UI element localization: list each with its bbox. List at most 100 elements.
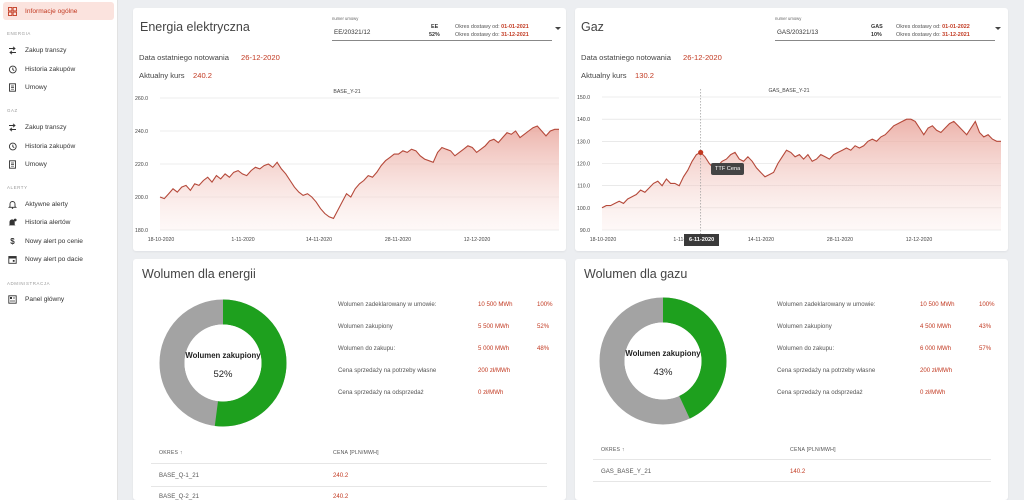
own-use-price-value: 200 zł/MWh bbox=[920, 367, 953, 374]
sidebar-item-umowy-energia[interactable]: Umowy bbox=[8, 80, 47, 94]
transfer-icon bbox=[8, 45, 17, 55]
commodity-type: EE bbox=[431, 24, 439, 30]
x-tick-label: 18-10-2020 bbox=[590, 237, 617, 243]
donut-percent: 52% bbox=[213, 369, 233, 380]
own-use-price-value: 200 zł/MWh bbox=[478, 367, 511, 374]
last-quote-label: Data ostatniego notowania bbox=[581, 53, 671, 62]
x-tick-label: 28-11-2020 bbox=[827, 237, 853, 243]
resale-price-value: 0 zł/MWh bbox=[920, 389, 946, 396]
active-nav-highlight bbox=[3, 2, 114, 20]
donut-percent: 43% bbox=[653, 367, 673, 378]
sidebar-item-informacje[interactable]: Informacje ogólne bbox=[8, 4, 77, 18]
x-tick-label: 28-11-2020 bbox=[385, 237, 411, 243]
sidebar-item-umowy-gaz[interactable]: Umowy bbox=[8, 157, 47, 171]
card-title: Wolumen dla gazu bbox=[584, 267, 688, 281]
table-divider bbox=[593, 481, 991, 482]
remaining-volume-pct: 48% bbox=[537, 345, 550, 352]
document-icon bbox=[8, 159, 17, 169]
sidebar-item-label: Historia zakupów bbox=[25, 65, 76, 73]
bell-icon bbox=[8, 200, 17, 209]
y-tick-label: 220.0 bbox=[135, 162, 148, 168]
energy-price-card: Energia elektryczna numer umowy EE/20321… bbox=[133, 8, 566, 251]
rate-label: Aktualny kurs bbox=[581, 71, 627, 80]
sidebar-item-historia-alertow[interactable]: Historia alertów bbox=[8, 215, 70, 229]
sidebar-item-label: Historia alertów bbox=[25, 218, 71, 226]
contract-label: numer umowy bbox=[775, 16, 802, 21]
energy-price-chart: BASE_Y-21 260.0 240.0 220.0 200.0 180.018-10-… bbox=[135, 89, 559, 243]
purchased-volume-value: 5 500 MWh bbox=[478, 323, 510, 330]
remaining-volume-value: 6 000 MWh bbox=[920, 345, 952, 352]
column-header-cena[interactable]: CENA [PLN/MWH] bbox=[790, 447, 836, 453]
table-divider bbox=[151, 486, 547, 487]
y-tick-label: 260.0 bbox=[135, 96, 148, 102]
last-quote-value: 26-12-2020 bbox=[241, 53, 280, 62]
purchased-volume-label: Wolumen zakupiony bbox=[777, 323, 832, 330]
declared-volume-value: 10 500 MWh bbox=[478, 301, 513, 308]
declared-volume-value: 10 500 MWh bbox=[920, 301, 955, 308]
declared-volume-pct: 100% bbox=[979, 301, 995, 308]
delivery-from: Okres dostawy od: 01-01-2022 bbox=[896, 24, 970, 30]
series-area bbox=[160, 126, 559, 230]
declared-volume-label: Wolumen zadeklarowany w umowie: bbox=[777, 301, 876, 308]
table-divider bbox=[151, 463, 547, 464]
section-label-energia: ENERGIA bbox=[7, 31, 31, 36]
sidebar-item-label: Nowy alert po cenie bbox=[25, 237, 83, 245]
remaining-volume-label: Wolumen do zakupu: bbox=[777, 345, 835, 352]
hover-point bbox=[698, 149, 704, 156]
x-tick-label: 12-12-2020 bbox=[464, 237, 491, 243]
purchased-volume-pct: 52% bbox=[537, 323, 550, 330]
x-tick-label: 18-10-2020 bbox=[148, 237, 175, 243]
x-tick-label: 1-11-2020 bbox=[231, 237, 254, 243]
chart-tooltip: TTF Cena bbox=[711, 163, 745, 175]
contract-label: numer umowy bbox=[332, 16, 359, 21]
remaining-volume-pct: 57% bbox=[979, 345, 992, 352]
y-tick-label: 200.0 bbox=[135, 195, 148, 201]
panel-icon bbox=[8, 294, 17, 304]
sidebar-item-label: Zakup transzy bbox=[25, 123, 67, 131]
column-header-okres[interactable]: OKRES ↑ bbox=[601, 447, 625, 453]
table-divider bbox=[593, 459, 991, 460]
contract-select-underline bbox=[775, 40, 995, 41]
transfer-icon bbox=[8, 122, 17, 132]
resale-price-label: Cena sprzedaży na odsprzedaż bbox=[338, 389, 424, 396]
donut-label: Wolumen zakupiony bbox=[185, 351, 261, 360]
sidebar-item-alert-cena[interactable]: $ Nowy alert po cenie bbox=[8, 234, 83, 248]
own-use-price-label: Cena sprzedaży na potrzeby własne bbox=[338, 367, 437, 374]
sidebar-item-historia-energia[interactable]: Historia zakupów bbox=[8, 62, 75, 76]
sidebar-item-aktywne-alerty[interactable]: Aktywne alerty bbox=[8, 197, 68, 211]
donut-purchased-segment bbox=[599, 297, 727, 425]
declared-volume-label: Wolumen zadeklarowany w umowie: bbox=[338, 301, 437, 308]
sort-arrow-icon: ↑ bbox=[179, 450, 183, 456]
chevron-down-icon[interactable] bbox=[555, 27, 561, 30]
table-cell-period: BASE_Q-2_21 bbox=[159, 493, 199, 500]
sidebar-item-label: Informacje ogólne bbox=[25, 7, 78, 15]
purchased-volume-value: 4 500 MWh bbox=[920, 323, 952, 330]
document-icon bbox=[8, 82, 17, 92]
contract-select-value[interactable]: GAS/20321/13 bbox=[777, 29, 819, 36]
sidebar-item-label: Zakup transzy bbox=[25, 46, 67, 54]
donut-purchased-segment bbox=[159, 299, 287, 427]
column-header-cena[interactable]: CENA [PLN/MWH] bbox=[333, 450, 379, 456]
sidebar-item-panel-glowny[interactable]: Panel główny bbox=[8, 292, 64, 306]
sidebar-item-zakup-transzy-gaz[interactable]: Zakup transzy bbox=[8, 120, 66, 134]
sidebar-item-historia-gaz[interactable]: Historia zakupów bbox=[8, 139, 75, 153]
x-tick-label: 12-12-2020 bbox=[906, 237, 933, 243]
delivery-from: Okres dostawy od: 01-01-2021 bbox=[455, 24, 529, 30]
sidebar-item-zakup-transzy-energia[interactable]: Zakup transzy bbox=[8, 43, 66, 57]
contract-select-value[interactable]: EE/20321/12 bbox=[334, 29, 371, 36]
dollar-icon: $ bbox=[10, 236, 15, 246]
purchased-volume-label: Wolumen zakupiony bbox=[338, 323, 393, 330]
donut-label: Wolumen zakupiony bbox=[625, 349, 701, 358]
series-line bbox=[159, 125, 559, 220]
delivery-to: Okres dostawy do: 31-12-2021 bbox=[455, 32, 529, 38]
rate-value: 240.2 bbox=[193, 71, 213, 80]
series-area bbox=[602, 119, 1001, 230]
gas-volume-card: Wolumen dla gazu Wolumen zakupiony 43% W… bbox=[575, 259, 1008, 500]
energy-volume-card: Wolumen dla energii Wolumen zakupiony 52… bbox=[133, 259, 566, 500]
rate-label: Aktualny kurs bbox=[139, 71, 185, 80]
y-tick-label: 140.0 bbox=[577, 117, 590, 123]
sidebar-item-alert-data[interactable]: Nowy alert po dacie bbox=[8, 252, 83, 266]
column-header-okres[interactable]: OKRES ↑ bbox=[159, 450, 183, 456]
chevron-down-icon[interactable] bbox=[995, 27, 1001, 30]
gas-volume-donut bbox=[599, 297, 727, 425]
